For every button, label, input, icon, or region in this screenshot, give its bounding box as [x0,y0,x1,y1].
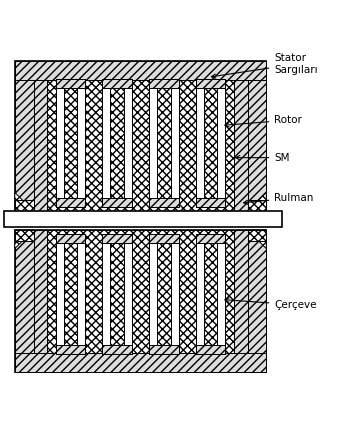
Bar [15,230,33,241]
Bar [15,230,266,372]
Bar [33,80,47,211]
Bar [56,234,85,243]
Bar [218,88,225,198]
Bar [234,230,247,353]
Bar [196,234,225,243]
Polygon shape [15,192,33,211]
Bar [247,230,266,372]
Text: Rotor: Rotor [225,115,302,127]
Bar [15,61,266,80]
Bar [149,345,179,354]
Bar [196,88,204,198]
Bar [204,88,218,198]
Bar [247,200,266,211]
Bar [56,243,64,345]
Bar [15,61,33,211]
Bar [204,243,218,345]
Bar [15,61,266,211]
Bar [110,243,124,345]
Bar [157,243,171,345]
Text: Rulman: Rulman [244,193,314,204]
Bar [196,79,225,207]
Bar [247,230,266,241]
Bar [103,345,132,354]
Bar [103,198,132,207]
Bar [171,88,179,198]
Bar [56,88,64,198]
Bar [247,61,266,211]
Bar [234,80,247,211]
Bar [149,234,179,354]
Bar [110,88,124,198]
Bar [218,243,225,345]
Bar [124,88,132,198]
Bar [103,88,110,198]
Bar [47,80,234,211]
Bar [149,88,157,198]
Bar [47,230,234,353]
Bar [171,243,179,345]
Bar [124,243,132,345]
Bar [77,243,85,345]
Bar [15,230,33,372]
Bar [196,79,225,88]
Bar [196,234,225,354]
Bar [196,243,204,345]
Bar [103,79,132,207]
Bar [15,353,266,372]
Bar [157,88,171,198]
Bar [103,234,132,243]
Text: SM: SM [236,152,290,163]
Bar [103,79,132,88]
Bar [33,230,47,353]
Bar [64,88,77,198]
Bar [56,79,85,88]
Bar [56,345,85,354]
Bar [103,234,132,354]
Bar [56,234,85,354]
Bar [149,79,179,88]
Bar [149,243,157,345]
Bar [149,198,179,207]
Bar [64,243,77,345]
Bar [149,79,179,207]
Bar [196,198,225,207]
Bar [149,234,179,243]
Bar [196,345,225,354]
Bar [56,79,85,207]
Text: Stator
Sargıları: Stator Sargıları [211,53,318,78]
Bar [56,198,85,207]
Text: Çerçeve: Çerçeve [225,298,317,310]
Bar [4,211,282,227]
Bar [77,88,85,198]
Polygon shape [15,230,33,249]
Bar [15,200,33,211]
Polygon shape [247,192,266,211]
Polygon shape [247,230,266,249]
Bar [103,243,110,345]
